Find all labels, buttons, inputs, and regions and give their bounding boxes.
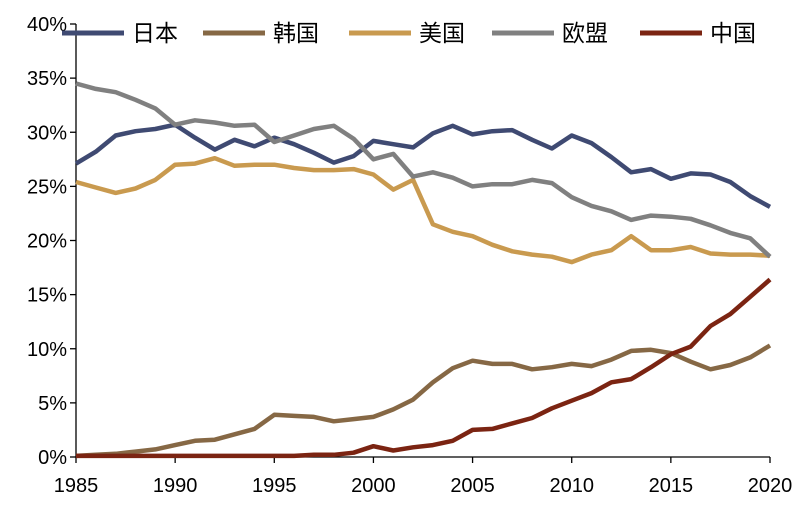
y-tick-label: 5% xyxy=(38,393,67,415)
y-tick-label: 30% xyxy=(27,122,67,144)
x-tick-label: 1985 xyxy=(54,475,99,497)
y-tick-label: 15% xyxy=(27,285,67,307)
chart-legend: 日本 韩国 美国 欧盟 中国 xyxy=(62,21,756,47)
series-lines xyxy=(74,81,772,459)
y-tick-label: 10% xyxy=(27,339,67,361)
y-tick-label: 40% xyxy=(27,14,67,36)
x-tick-label: 2005 xyxy=(450,475,495,497)
y-tick-label: 25% xyxy=(27,176,67,198)
legend-item-4: 欧盟 xyxy=(492,21,608,47)
legend-item-3: 美国 xyxy=(349,21,465,47)
series-line-2 xyxy=(75,343,772,459)
y-tick-label: 0% xyxy=(38,447,67,469)
y-tick-label: 20% xyxy=(27,231,67,253)
x-tick-label: 1990 xyxy=(153,475,198,497)
legend-item-5: 中国 xyxy=(640,21,756,47)
series-line-3 xyxy=(75,155,771,265)
legend-label: 美国 xyxy=(419,21,465,47)
x-tick-label: 2010 xyxy=(549,475,594,497)
series-line-4 xyxy=(75,81,772,259)
x-tick-label: 2000 xyxy=(351,475,396,497)
legend-label: 欧盟 xyxy=(562,21,608,47)
chart-axes: 0% 5% 10% 15% 20% 25% 30% 35% 40% 1985 1990 1995 200… xyxy=(27,14,792,497)
series-line-5 xyxy=(76,277,772,459)
legend-item-1: 日本 xyxy=(62,21,178,47)
x-tick-label: 2020 xyxy=(748,475,793,497)
legend-label: 中国 xyxy=(710,21,756,47)
x-tick-label: 1995 xyxy=(252,475,297,497)
x-tick-label: 2015 xyxy=(649,475,694,497)
legend-label: 韩国 xyxy=(273,21,319,47)
legend-item-2: 韩国 xyxy=(203,21,319,47)
series-line-1 xyxy=(74,122,772,209)
y-tick-label: 35% xyxy=(27,68,67,90)
legend-label: 日本 xyxy=(132,21,178,47)
